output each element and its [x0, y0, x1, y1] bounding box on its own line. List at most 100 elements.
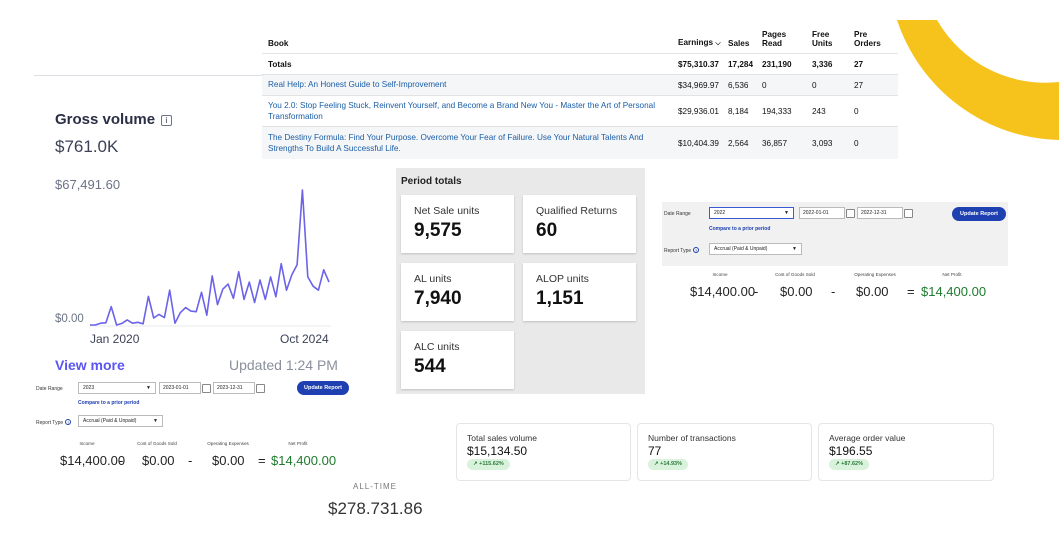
row-free-units: 243: [812, 106, 826, 116]
end-date-input[interactable]: 2022-12-31: [857, 207, 903, 219]
gross-volume-series-line: [90, 189, 330, 326]
stat-label: Average order value: [829, 433, 906, 443]
minus-sign: -: [119, 453, 124, 468]
help-icon[interactable]: ?: [65, 419, 72, 425]
col-header-sales[interactable]: Sales: [728, 39, 750, 48]
row-earnings: $34,969.97: [678, 80, 719, 90]
report-type-label: Report Type?: [664, 247, 700, 254]
trend-up-badge: ↗ +14.93%: [648, 459, 689, 470]
table-row: The Destiny Formula: Find Your Purpose. …: [262, 127, 898, 159]
help-icon[interactable]: ?: [693, 247, 700, 253]
book-title-link[interactable]: Real Help: An Honest Guide to Self-Impro…: [268, 80, 447, 90]
calendar-icon[interactable]: [256, 384, 265, 393]
trend-badge-text: +115.62%: [479, 461, 504, 467]
col-cogs: Cost of Goods Sold: [137, 441, 177, 446]
section-divider: [34, 75, 263, 76]
col-header-earnings-label: Earnings: [678, 38, 714, 47]
view-more-link[interactable]: View more: [55, 357, 125, 373]
col-net-profit: Net Profit: [288, 441, 308, 446]
row-pre-orders: 0: [854, 106, 859, 116]
income-value: $14,400.00: [60, 453, 126, 468]
table-totals-row: Totals $75,310.37 17,284 231,190 3,336 2…: [262, 54, 898, 75]
year-select[interactable]: 2023 ▼: [78, 382, 156, 394]
update-report-button[interactable]: Update Report: [297, 381, 349, 395]
totals-earnings: $75,310.37: [678, 59, 719, 69]
trend-badge-text: +87.62%: [841, 461, 864, 467]
chart-y-min-label: $0.00: [55, 313, 84, 325]
stat-label: Total sales volume: [467, 433, 537, 443]
info-icon[interactable]: i: [161, 115, 173, 126]
net-profit-value: $14,400.00: [271, 453, 337, 468]
stat-average-order-value: Average order value $196.55 ↗ +87.62%: [818, 423, 994, 481]
gross-volume-title: Gross volume i: [55, 111, 173, 128]
row-sales: 8,184: [728, 106, 749, 116]
report-type-label-text: Report Type: [36, 420, 64, 426]
book-earnings-table: Book Earnings ⌵ Sales Pages Read Free Unit…: [262, 20, 898, 159]
minus-sign: -: [188, 453, 193, 468]
trend-up-icon: ↗: [835, 461, 840, 467]
end-date-input[interactable]: 2023-12-31: [213, 382, 255, 394]
trend-up-badge: ↗ +115.62%: [467, 459, 510, 470]
table-header-row: Book Earnings ⌵ Sales Pages Read Free Unit…: [262, 20, 898, 54]
col-header-pre-line1: Pre: [854, 30, 868, 39]
trend-badge-text: +14.93%: [660, 461, 683, 467]
year-select-value: 2022: [714, 210, 726, 216]
totals-free-units: 3,336: [812, 59, 833, 69]
compare-prior-period-link[interactable]: Compare to a prior period: [78, 400, 140, 406]
col-net-profit: Net Profit: [942, 272, 962, 277]
net-profit-value: $14,400.00: [921, 284, 987, 299]
cogs-value: $0.00: [780, 284, 813, 299]
stat-card-alop-units: ALOP units 1,151: [523, 263, 636, 321]
calendar-icon[interactable]: [904, 209, 913, 218]
trend-up-icon: ↗: [473, 461, 478, 467]
stat-number-of-transactions: Number of transactions 77 ↗ +14.93%: [637, 423, 812, 481]
profit-report-2022: Date Range 2022 ▼ 2022-01-01 2022-12-31 U…: [662, 202, 1008, 314]
table-row: You 2.0: Stop Feeling Stuck, Reinvent Yo…: [262, 96, 898, 127]
all-time-value: $278.731.86: [328, 499, 423, 518]
report-type-select[interactable]: Accrual (Paid & Unpaid) ▼: [709, 243, 802, 255]
stat-label: Qualified Returns: [536, 205, 618, 217]
col-opex: Operating Expenses: [207, 441, 249, 446]
book-title-link[interactable]: The Destiny Formula: Find Your Purpose. …: [268, 132, 644, 154]
chart-y-max-label: $67,491.60: [55, 177, 121, 192]
report-type-select[interactable]: Accrual (Paid & Unpaid) ▼: [78, 415, 163, 427]
chevron-down-icon: ▼: [792, 246, 797, 252]
book-title-link[interactable]: You 2.0: Stop Feeling Stuck, Reinvent Yo…: [268, 100, 656, 122]
minus-sign: -: [831, 284, 836, 299]
row-earnings: $10,404.39: [678, 138, 719, 148]
col-header-pages-line2: Read: [762, 39, 783, 48]
stat-value: 7,940: [414, 288, 462, 309]
col-income: Income: [712, 272, 728, 277]
report-type-label-text: Report Type: [664, 248, 692, 254]
calendar-icon[interactable]: [846, 209, 855, 218]
chevron-down-icon: ▼: [153, 418, 158, 424]
minus-sign: -: [754, 284, 759, 299]
decorative-yellow-arc: [897, 20, 1059, 140]
stat-total-sales-volume: Total sales volume $15,134.50 ↗ +115.62%: [456, 423, 631, 481]
stat-value: 544: [414, 356, 446, 377]
col-header-pages-read[interactable]: Pages Read: [762, 30, 812, 48]
calendar-icon[interactable]: [202, 384, 211, 393]
start-date-input[interactable]: 2023-01-01: [159, 382, 201, 394]
stat-value: 77: [648, 444, 662, 458]
col-header-book[interactable]: Book: [268, 39, 289, 48]
compare-prior-period-link[interactable]: Compare to a prior period: [709, 226, 771, 232]
chevron-down-icon: ⌵: [715, 40, 721, 47]
stat-card-qualified-returns: Qualified Returns 60: [523, 195, 636, 253]
year-select[interactable]: 2022 ▼: [709, 207, 794, 219]
update-report-button[interactable]: Update Report: [952, 207, 1006, 221]
gross-volume-amount: $761.0K: [55, 137, 119, 156]
chevron-down-icon: ▼: [146, 385, 151, 391]
col-header-free-units[interactable]: Free Units: [812, 30, 854, 48]
report-type-value: Accrual (Paid & Unpaid): [714, 246, 768, 252]
stat-card-net-sale-units: Net Sale units 9,575: [401, 195, 514, 253]
date-range-label: Date Range: [664, 211, 691, 217]
start-date-input[interactable]: 2022-01-01: [799, 207, 845, 219]
col-header-pre-orders[interactable]: Pre Orders: [854, 30, 894, 48]
stat-value: 9,575: [414, 220, 462, 241]
row-free-units: 3,093: [812, 138, 833, 148]
report-type-value: Accrual (Paid & Unpaid): [83, 418, 137, 424]
col-header-earnings[interactable]: Earnings ⌵: [678, 38, 728, 48]
income-value: $14,400.00: [690, 284, 756, 299]
equals-sign: =: [258, 453, 266, 468]
